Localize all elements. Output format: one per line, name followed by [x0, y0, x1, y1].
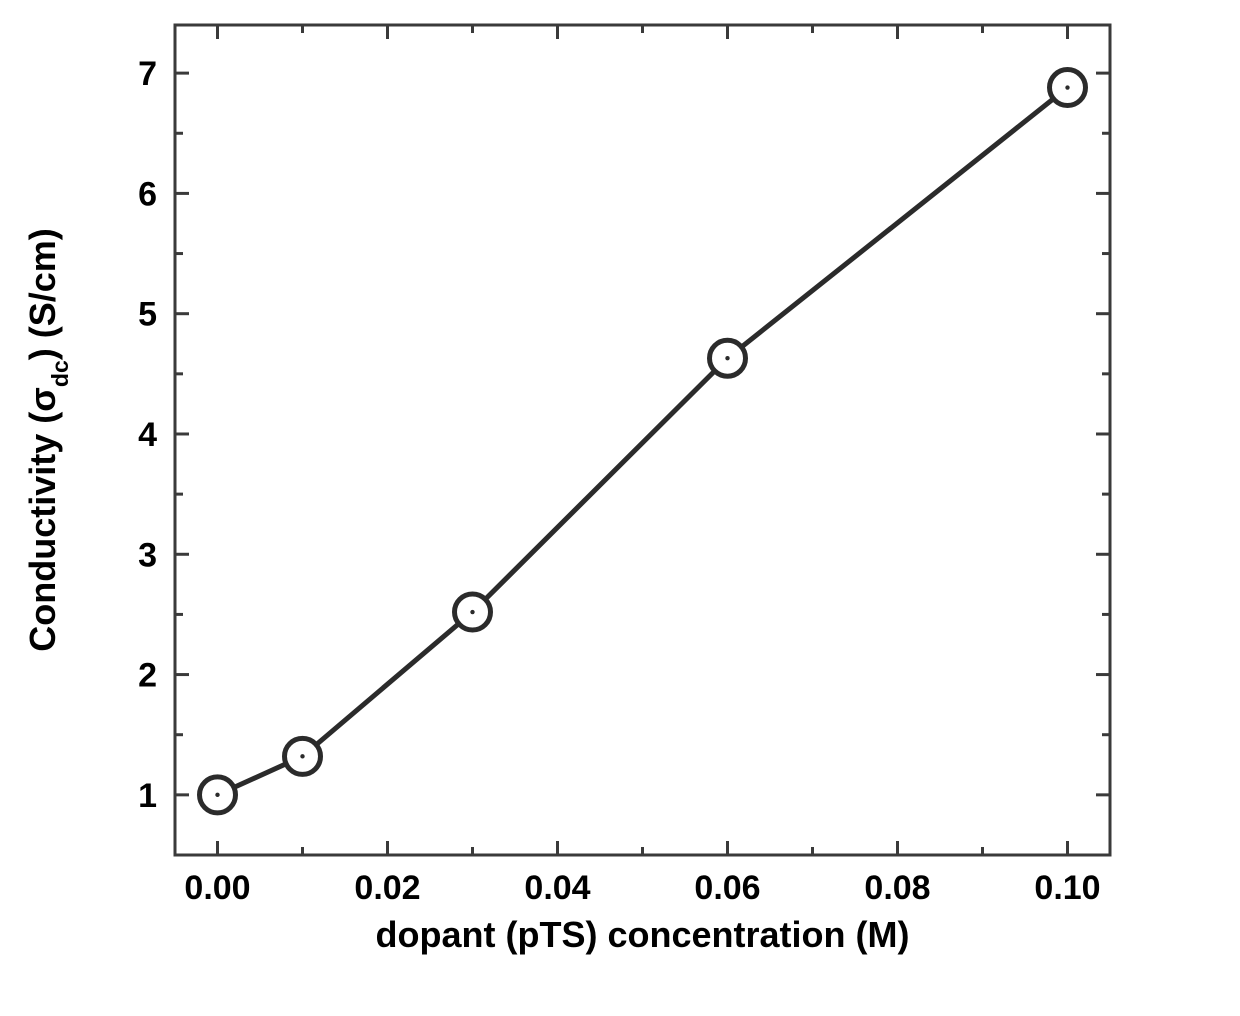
y-tick-label: 3	[138, 536, 157, 574]
y-tick-label: 2	[138, 657, 157, 695]
x-tick-label: 0.10	[1034, 869, 1100, 907]
data-point	[455, 594, 491, 630]
y-tick-label: 4	[138, 416, 157, 454]
data-point	[200, 777, 236, 813]
data-point	[1050, 70, 1086, 106]
y-tick-label: 6	[138, 175, 157, 213]
y-tick-label: 5	[138, 296, 157, 334]
x-axis-label: dopant (pTS) concentration (M)	[376, 914, 910, 955]
data-point	[285, 738, 321, 774]
chart-container: 0.00 0.02 0.04 0.06 0.08 0.10 1 2 3 4 5 6 7 dopant (p…	[0, 0, 1240, 1016]
y-tick-label: 1	[138, 777, 157, 815]
data-point	[710, 340, 746, 376]
x-tick-label: 0.06	[694, 869, 760, 907]
x-tick-label: 0.08	[864, 869, 930, 907]
x-tick-label: 0.04	[524, 869, 590, 907]
x-tick-label: 0.00	[184, 869, 250, 907]
y-tick-label: 7	[138, 55, 157, 93]
x-tick-label: 0.02	[354, 869, 420, 907]
conductivity-chart: 0.00 0.02 0.04 0.06 0.08 0.10 1 2 3 4 5 6 7 dopant (p…	[0, 0, 1240, 1016]
